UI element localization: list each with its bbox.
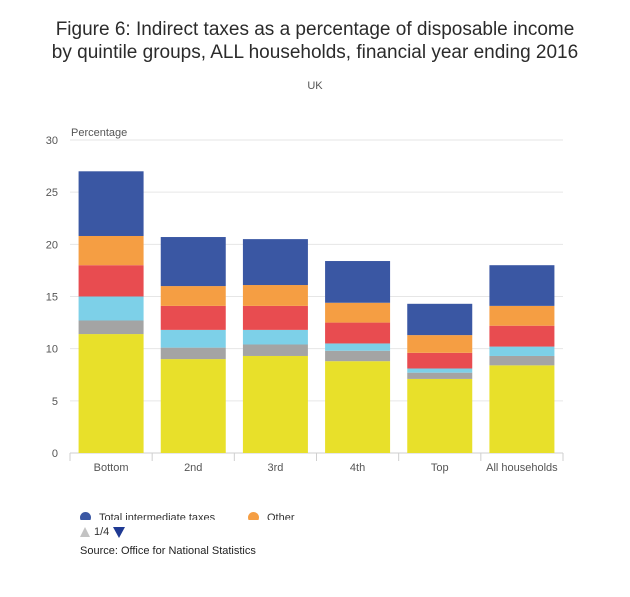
bar-segment-series-3 [242,329,308,345]
bar-segment-other [407,335,473,353]
bar-segment-series-3 [160,329,226,348]
bar-segment-vat [242,355,308,453]
bar-segment-total-intermediate-taxes [325,261,391,303]
bar-segment-series-4 [160,305,226,330]
y-tick-label: 30 [46,135,58,147]
bar-segment-total-intermediate-taxes [489,265,555,306]
bar-segment-other [160,286,226,306]
y-tick-label: 25 [46,187,58,199]
bar-segment-series-3 [407,368,473,373]
x-tick-label: 4th [350,462,365,474]
y-tick-label: 0 [52,448,58,460]
y-tick-label: 5 [52,396,58,408]
chart-subtitle: UK [307,80,323,92]
x-tick-label: All households [486,462,558,474]
y-tick-label: 20 [46,239,58,251]
bar-segment-other [325,302,391,323]
bar-segment-vat [489,365,555,453]
bar-segment-vat [325,361,391,453]
bar-segment-series-3 [325,343,391,351]
bar-segment-other [489,305,555,326]
legend-label-total-intermediate-taxes: Total intermediate taxes [99,512,216,520]
legend-page-down-icon[interactable] [113,526,126,538]
bar-segment-series-3 [489,346,555,356]
bar-segment-series-4 [78,265,144,297]
bar-segment-vat [78,334,144,453]
legend-page-up-icon[interactable] [80,527,90,537]
y-tick-label: 15 [46,292,58,304]
bar-segment-series-4 [325,322,391,344]
y-tick-label: 10 [46,344,58,356]
legend-label-other: Other [267,512,295,520]
bar-segment-series-4 [407,352,473,369]
x-tick-label: 3rd [267,462,283,474]
x-tick-label: Bottom [94,462,129,474]
bar-segment-series-4 [489,325,555,347]
bar-segment-vat [407,378,473,453]
bar-segment-series-2 [407,372,473,379]
source-note: Source: Office for National Statistics [80,545,256,557]
legend-swatch-total-intermediate-taxes [80,512,91,520]
bar-segment-series-2 [78,320,144,335]
bar-segment-series-3 [78,296,144,321]
chart-title-line-2: by quintile groups, ALL households, fina… [51,42,579,63]
chart-title-line-1: Figure 6: Indirect taxes as a percentage… [55,19,575,40]
chart-title: Figure 6: Indirect taxes as a percentage… [0,18,630,64]
bar-segment-series-2 [489,355,555,366]
legend-pager: 1/4 [80,524,126,540]
legend: Total intermediate taxes Other [80,506,500,520]
legend-swatch-other [248,512,259,520]
bar-segment-other [242,285,308,306]
legend-page-indicator: 1/4 [94,526,110,538]
bar-segment-series-4 [242,305,308,330]
x-tick-label: 2nd [184,462,202,474]
legend-item-total-intermediate-taxes[interactable]: Total intermediate taxes [80,512,215,520]
bar-segment-vat [160,359,226,453]
bar-segment-series-2 [325,350,391,362]
legend-item-other[interactable]: Other [248,512,295,520]
bar-segment-total-intermediate-taxes [160,237,226,287]
bar-segment-series-2 [242,344,308,356]
bar-segment-series-2 [160,347,226,360]
bar-segment-other [78,235,144,266]
bar-segment-total-intermediate-taxes [407,303,473,336]
bar-segment-total-intermediate-taxes [242,239,308,286]
bar-segment-total-intermediate-taxes [78,171,144,236]
y-axis-title: Percentage [71,127,127,139]
x-tick-label: Top [431,462,449,474]
